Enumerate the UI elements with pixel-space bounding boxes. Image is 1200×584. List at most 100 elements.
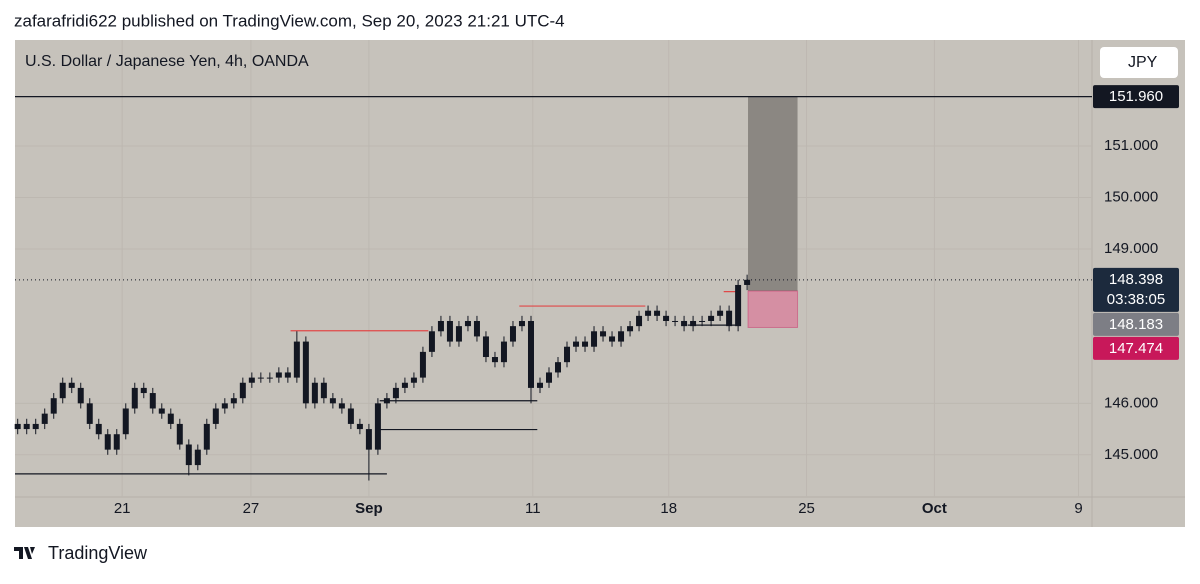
candle-body — [113, 434, 120, 450]
price-label: 148.398 — [1109, 271, 1163, 288]
candle-body — [491, 357, 498, 363]
candle-body — [14, 423, 21, 430]
candle-body — [104, 434, 111, 450]
candle-body — [131, 387, 138, 409]
candle-body — [681, 320, 688, 327]
x-tick-label: 27 — [243, 500, 260, 517]
x-tick-label: Oct — [922, 500, 947, 517]
y-tick-label: 146.000 — [1104, 394, 1158, 411]
candle-body — [149, 393, 156, 409]
candle-body — [221, 403, 228, 409]
candle-body — [419, 351, 426, 378]
price-label-box — [1093, 312, 1179, 336]
candle-body — [455, 326, 462, 342]
candle-body — [302, 341, 309, 404]
x-tick-label: 25 — [798, 500, 815, 517]
x-tick-label: Sep — [355, 500, 383, 517]
x-tick-label: 11 — [525, 500, 541, 517]
candle-body — [41, 413, 48, 424]
candle-body — [600, 331, 607, 337]
x-tick-label: 21 — [114, 500, 131, 517]
price-label-box — [1093, 85, 1179, 109]
candle-body — [158, 408, 165, 414]
candle-body — [86, 403, 93, 424]
candle-body — [555, 362, 562, 373]
candle-body — [735, 284, 742, 327]
candle-body — [545, 372, 552, 383]
y-tick-label: 150.000 — [1104, 188, 1158, 205]
countdown: 03:38:05 — [1107, 291, 1165, 308]
candle-body — [437, 320, 444, 332]
currency-button[interactable] — [1100, 47, 1178, 78]
candle-body — [464, 320, 471, 327]
candle-body — [509, 326, 516, 342]
candle-body — [500, 341, 507, 363]
candle-body — [293, 341, 300, 378]
x-tick-label: 18 — [660, 500, 677, 517]
candle-body — [77, 387, 84, 404]
candle-body — [122, 408, 129, 435]
candle-body — [374, 403, 381, 450]
candle-body — [32, 423, 39, 430]
candle-body — [212, 408, 219, 424]
candle-body — [636, 315, 643, 327]
currency[interactable]: JPY — [1128, 54, 1158, 71]
candle-body — [482, 336, 489, 358]
y-tick-label: 145.000 — [1104, 446, 1158, 463]
candle-body — [257, 377, 264, 379]
candle-body — [356, 423, 363, 430]
candle-body — [140, 387, 147, 394]
logo — [14, 547, 35, 559]
candle-body — [50, 398, 57, 414]
candle-body — [708, 315, 715, 321]
candle-body — [392, 387, 399, 399]
candle-body — [329, 398, 336, 404]
candle-body — [185, 444, 192, 466]
plot — [14, 96, 1092, 481]
candle-body — [536, 382, 543, 388]
chart-title: U.S. Dollar / Japanese Yen, 4h, OANDA — [25, 53, 309, 70]
candle-body — [428, 331, 435, 352]
candle-body — [311, 382, 318, 404]
candle-body — [473, 320, 480, 337]
candle-body — [95, 423, 102, 435]
candle-body — [573, 341, 580, 347]
candle-body — [726, 310, 733, 327]
candle-body — [645, 310, 652, 316]
x-tick-label: 9 — [1074, 500, 1082, 517]
candle-body — [230, 398, 237, 404]
candle-body — [266, 377, 273, 379]
header: zafarafridi622 published on TradingView.… — [14, 11, 565, 30]
price-label: 151.960 — [1109, 88, 1163, 105]
candle-body — [347, 408, 354, 424]
candle-body — [672, 320, 679, 322]
candle-body — [744, 279, 751, 285]
candle-body — [582, 341, 589, 347]
price-label-box — [1093, 336, 1179, 360]
candle-body — [690, 320, 697, 327]
y-tick-label: 151.000 — [1104, 137, 1158, 154]
candle-body — [194, 449, 201, 466]
candle-body — [518, 320, 525, 327]
candle-body — [627, 326, 634, 332]
y-tick-label: 149.000 — [1104, 240, 1158, 257]
candle-body — [383, 398, 390, 404]
candle-body — [320, 382, 327, 399]
candle-body — [654, 310, 661, 316]
candle-body — [338, 403, 345, 409]
candle-body — [59, 382, 66, 399]
candle-body — [365, 429, 372, 450]
candle-body — [717, 310, 724, 316]
candle-body — [410, 377, 417, 383]
candle-body — [239, 382, 246, 399]
candle-body — [591, 331, 598, 347]
footer-brand: TradingView — [48, 543, 148, 563]
position-stop — [747, 290, 799, 328]
price-label: 148.183 — [1109, 316, 1163, 333]
axis: 145.000 146.000 149.000 150.000 151.000 21 27 S… — [114, 85, 1179, 517]
candle-body — [446, 320, 453, 342]
candle-body — [699, 320, 706, 322]
candle-body — [275, 372, 282, 378]
candle-body — [248, 377, 255, 383]
